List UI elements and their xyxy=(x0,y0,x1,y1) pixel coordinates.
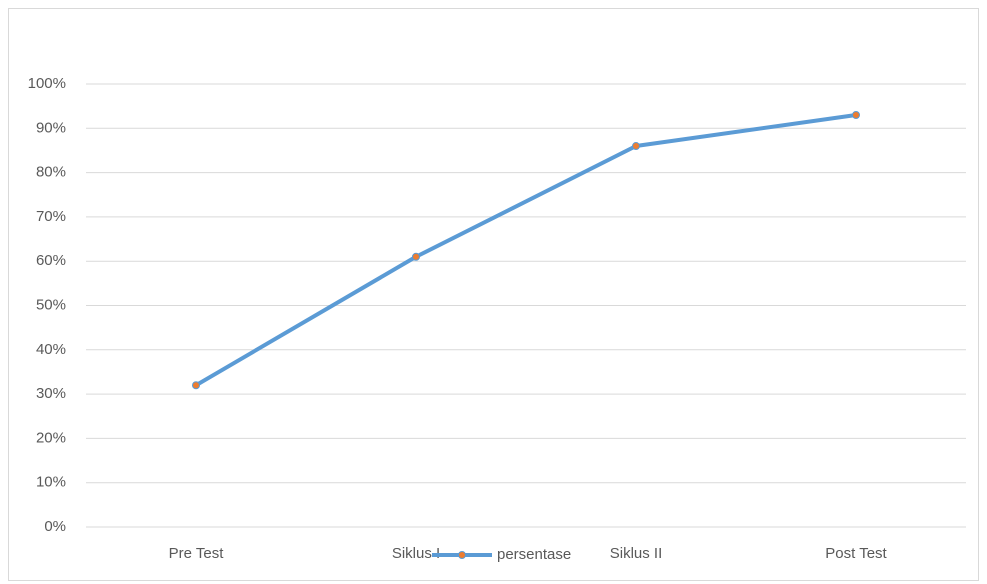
marker xyxy=(192,381,200,390)
marker xyxy=(632,142,640,151)
legend-label: persentase xyxy=(497,546,571,563)
y-tick-label: 100% xyxy=(28,75,66,92)
x-tick-label: Siklus II xyxy=(610,545,663,562)
y-tick-label: 70% xyxy=(36,208,66,225)
y-tick-label: 40% xyxy=(36,341,66,358)
y-tick-label: 30% xyxy=(36,385,66,402)
y-tick-label: 60% xyxy=(36,252,66,269)
y-tick-label: 0% xyxy=(44,518,66,535)
y-tick-label: 10% xyxy=(36,474,66,491)
y-tick-label: 20% xyxy=(36,429,66,446)
chart-frame xyxy=(8,8,979,581)
marker xyxy=(852,111,860,120)
x-tick-label: Pre Test xyxy=(169,545,225,562)
y-tick-label: 50% xyxy=(36,296,66,313)
legend-marker xyxy=(458,551,466,559)
x-tick-label: Siklus I xyxy=(392,545,440,562)
line xyxy=(194,113,858,388)
x-tick-label: Post Test xyxy=(825,545,887,562)
y-tick-label: 80% xyxy=(36,164,66,181)
y-tick-label: 90% xyxy=(36,119,66,136)
marker xyxy=(412,252,420,261)
